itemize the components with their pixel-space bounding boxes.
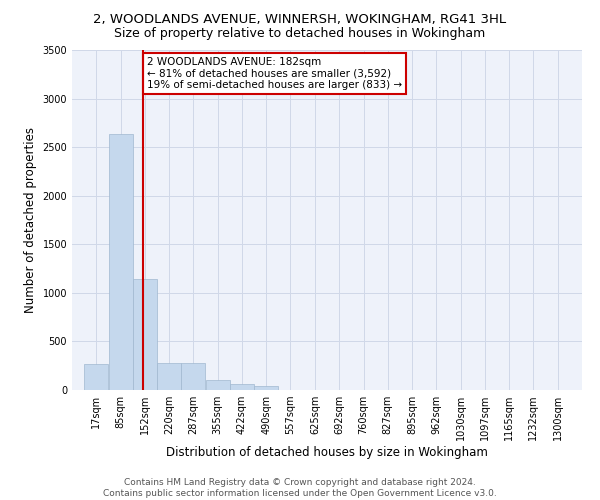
Text: 2, WOODLANDS AVENUE, WINNERSH, WOKINGHAM, RG41 3HL: 2, WOODLANDS AVENUE, WINNERSH, WOKINGHAM…	[94, 12, 506, 26]
Bar	[84, 364, 108, 390]
Bar	[206, 380, 230, 390]
Bar	[181, 363, 205, 390]
Bar	[230, 384, 254, 390]
Text: 2 WOODLANDS AVENUE: 182sqm
← 81% of detached houses are smaller (3,592)
19% of s: 2 WOODLANDS AVENUE: 182sqm ← 81% of deta…	[147, 57, 402, 90]
Text: Contains HM Land Registry data © Crown copyright and database right 2024.
Contai: Contains HM Land Registry data © Crown c…	[103, 478, 497, 498]
Bar	[109, 134, 133, 390]
Bar	[133, 280, 157, 390]
Text: Size of property relative to detached houses in Wokingham: Size of property relative to detached ho…	[115, 28, 485, 40]
Bar	[254, 386, 278, 390]
X-axis label: Distribution of detached houses by size in Wokingham: Distribution of detached houses by size …	[166, 446, 488, 459]
Bar	[157, 363, 181, 390]
Y-axis label: Number of detached properties: Number of detached properties	[24, 127, 37, 313]
